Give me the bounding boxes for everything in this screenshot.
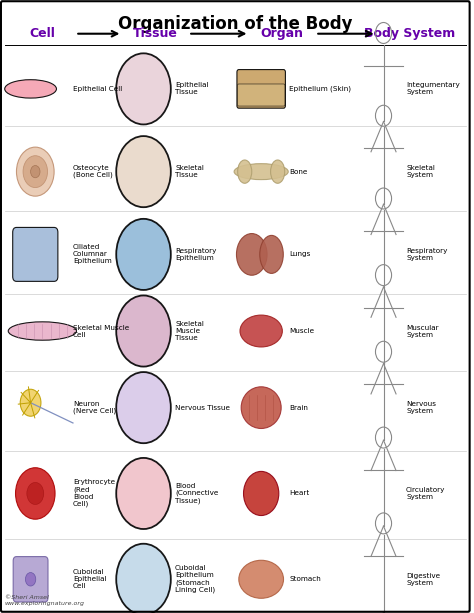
Text: Muscle: Muscle	[290, 328, 315, 334]
Circle shape	[116, 458, 171, 529]
Text: Muscular
System: Muscular System	[406, 324, 439, 338]
Text: Cell: Cell	[29, 27, 55, 40]
Ellipse shape	[241, 387, 281, 428]
Circle shape	[116, 544, 171, 613]
Text: Circulatory
System: Circulatory System	[406, 487, 446, 500]
Text: Brain: Brain	[290, 405, 308, 411]
Text: Skeletal Muscle
Cell: Skeletal Muscle Cell	[73, 324, 129, 338]
Text: Cuboidal
Epithelium
(Stomach
Lining Cell): Cuboidal Epithelium (Stomach Lining Cell…	[175, 565, 215, 593]
Text: Organization of the Body: Organization of the Body	[118, 15, 353, 33]
Text: Lungs: Lungs	[290, 251, 311, 257]
Text: Stomach: Stomach	[290, 576, 321, 582]
Circle shape	[23, 156, 47, 188]
Text: Heart: Heart	[290, 490, 310, 497]
FancyBboxPatch shape	[237, 70, 285, 109]
Circle shape	[116, 372, 171, 443]
Text: Digestive
System: Digestive System	[406, 573, 440, 586]
Text: Osteocyte
(Bone Cell): Osteocyte (Bone Cell)	[73, 165, 113, 178]
Text: Skeletal
Tissue: Skeletal Tissue	[175, 165, 204, 178]
Ellipse shape	[260, 235, 283, 273]
Text: Cuboidal
Epithelial
Cell: Cuboidal Epithelial Cell	[73, 569, 107, 589]
Text: Blood
(Connective
Tissue): Blood (Connective Tissue)	[175, 483, 219, 504]
Text: Epithelial
Tissue: Epithelial Tissue	[175, 82, 209, 96]
Ellipse shape	[26, 573, 36, 586]
Text: Epithelium (Skin): Epithelium (Skin)	[290, 86, 351, 92]
Circle shape	[116, 136, 171, 207]
Ellipse shape	[271, 160, 285, 183]
Text: Organ: Organ	[261, 27, 304, 40]
Circle shape	[116, 219, 171, 290]
Ellipse shape	[240, 315, 283, 347]
Ellipse shape	[237, 160, 252, 183]
Text: Erythrocyte
(Red
Blood
Cell): Erythrocyte (Red Blood Cell)	[73, 479, 115, 508]
Text: Neuron
(Nerve Cell): Neuron (Nerve Cell)	[73, 401, 116, 414]
Ellipse shape	[244, 471, 279, 516]
Text: Respiratory
Epithelium: Respiratory Epithelium	[175, 248, 217, 261]
Circle shape	[116, 295, 171, 367]
Ellipse shape	[237, 234, 267, 275]
Circle shape	[16, 468, 55, 519]
Circle shape	[27, 482, 44, 504]
Text: Integumentary
System: Integumentary System	[406, 82, 460, 96]
FancyBboxPatch shape	[13, 227, 58, 281]
Text: Ciliated
Columnar
Epithelium: Ciliated Columnar Epithelium	[73, 245, 112, 264]
Text: Tissue: Tissue	[133, 27, 178, 40]
Circle shape	[116, 53, 171, 124]
Text: Skeletal
Muscle
Tissue: Skeletal Muscle Tissue	[175, 321, 204, 341]
Text: Respiratory
System: Respiratory System	[406, 248, 447, 261]
FancyBboxPatch shape	[237, 84, 285, 106]
Text: ©Sheri Amsel
www.exploringnature.org: ©Sheri Amsel www.exploringnature.org	[5, 595, 85, 606]
Ellipse shape	[5, 80, 56, 98]
Text: Nervous
System: Nervous System	[406, 401, 436, 414]
Ellipse shape	[239, 560, 283, 598]
FancyBboxPatch shape	[13, 557, 48, 602]
Ellipse shape	[234, 164, 288, 180]
Text: Body System: Body System	[364, 27, 455, 40]
Circle shape	[31, 166, 40, 178]
Text: Bone: Bone	[290, 169, 308, 175]
Ellipse shape	[8, 322, 76, 340]
Circle shape	[17, 147, 54, 196]
Text: Skeletal
System: Skeletal System	[406, 165, 435, 178]
Text: Epithelial Cell: Epithelial Cell	[73, 86, 122, 92]
Text: Nervous Tissue: Nervous Tissue	[175, 405, 230, 411]
Circle shape	[20, 389, 41, 416]
